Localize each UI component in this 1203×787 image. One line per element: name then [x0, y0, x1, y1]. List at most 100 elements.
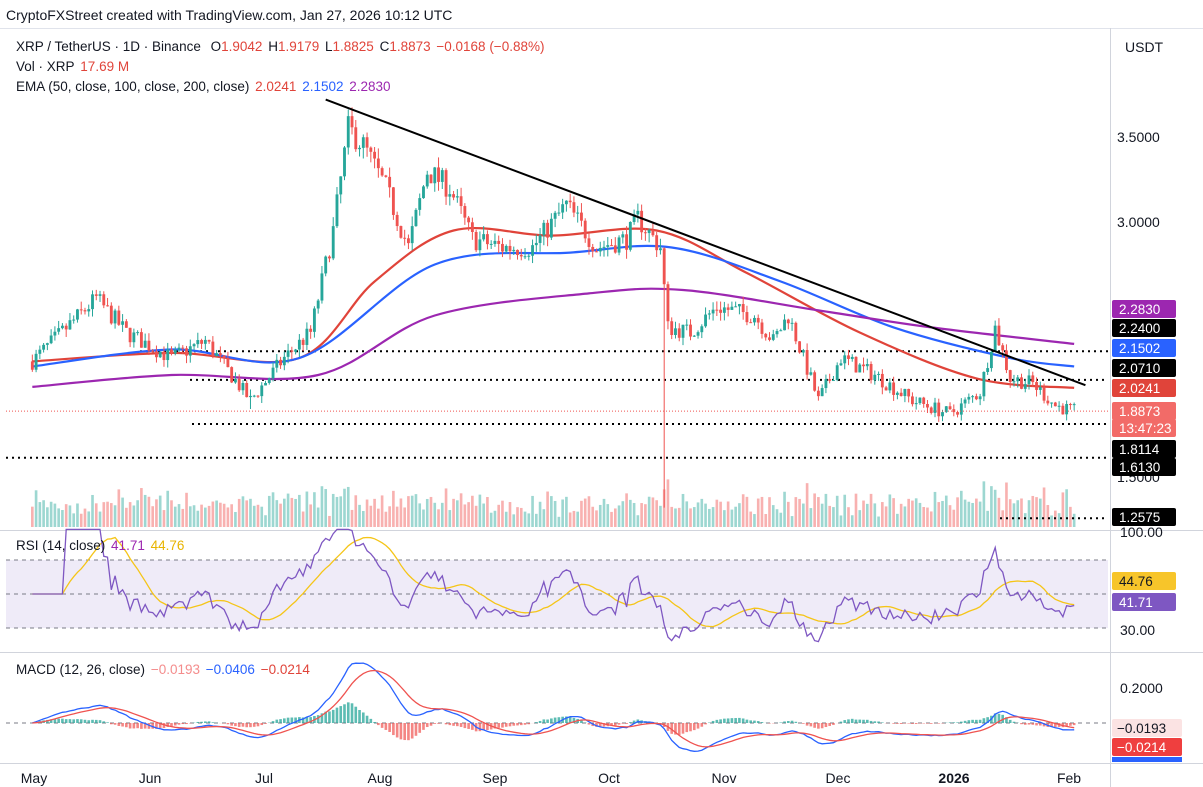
- volume-bar: [659, 505, 662, 527]
- macd-histogram-bar: [865, 719, 869, 723]
- volume-bar: [125, 507, 128, 527]
- volume-bar: [1035, 497, 1038, 527]
- volume-bar: [632, 502, 636, 527]
- price-label-box: [1112, 359, 1176, 377]
- volume-bar: [914, 498, 918, 527]
- volume-bar: [975, 498, 978, 527]
- candle-body: [971, 396, 975, 398]
- volume-bar: [561, 499, 564, 527]
- candle-body: [628, 221, 632, 250]
- candle-body: [121, 321, 125, 325]
- volume-bar: [990, 486, 993, 527]
- macd-histogram-bar: [786, 721, 790, 723]
- candle-body: [264, 382, 267, 386]
- macd-histogram-bar: [745, 719, 749, 723]
- macd-histogram-bar: [723, 718, 726, 723]
- candle-body: [79, 309, 83, 311]
- macd-label[interactable]: MACD (12, 26, close): [16, 662, 146, 677]
- candle-body: [418, 198, 422, 210]
- candle-body: [192, 344, 196, 347]
- candle-body: [576, 212, 580, 214]
- volume-bar: [677, 507, 681, 527]
- volume-bar: [824, 493, 828, 527]
- volume-bar: [166, 490, 170, 527]
- volume-bar: [106, 501, 109, 527]
- candle-body: [892, 382, 896, 395]
- price-label-text: 2.0241: [1119, 381, 1160, 396]
- macd-histogram-bar: [185, 723, 188, 725]
- rsi-label[interactable]: RSI (14, close): [16, 538, 106, 553]
- candle-body: [504, 245, 508, 252]
- candle-body: [185, 348, 188, 356]
- macd-histogram-bar: [410, 723, 414, 739]
- price-label-box: [1112, 508, 1176, 526]
- volume-bar: [72, 513, 76, 527]
- macd-histogram-bar: [162, 723, 166, 729]
- currency-label[interactable]: USDT: [1125, 39, 1164, 55]
- volume-bar: [738, 503, 741, 527]
- candle-body: [764, 333, 768, 338]
- volume-bar: [960, 490, 963, 527]
- volume-bar: [531, 495, 534, 527]
- macd-histogram-bar: [245, 723, 249, 728]
- volume-bar: [929, 511, 933, 527]
- volume-bar: [339, 496, 343, 527]
- volume-bar: [854, 493, 858, 527]
- candle-body: [636, 210, 640, 215]
- price-label-box: [1112, 300, 1176, 318]
- macd-histogram-bar: [929, 723, 933, 724]
- volume-bar: [76, 503, 79, 527]
- candle-body: [625, 234, 629, 250]
- rsi-ma-label-box: [1112, 572, 1176, 590]
- candle-body: [395, 214, 399, 227]
- volume-label[interactable]: Vol · XRP: [16, 59, 75, 74]
- macd-histogram-bar: [392, 723, 395, 736]
- macd-histogram-bar: [817, 723, 820, 729]
- volume-bar: [903, 506, 907, 527]
- macd-histogram-bar: [542, 719, 546, 723]
- macd-histogram-bar: [373, 721, 376, 723]
- macd-histogram-bar: [978, 719, 982, 723]
- volume-bar: [756, 498, 760, 527]
- volume-bar: [121, 497, 124, 527]
- candle-body: [929, 407, 933, 413]
- volume-bar: [617, 505, 621, 527]
- volume-bar: [91, 494, 94, 527]
- price-label-box: [1112, 379, 1176, 397]
- macd-histogram-bar: [602, 723, 606, 727]
- time-axis-label: Jun: [139, 770, 162, 786]
- candle-body: [1050, 402, 1054, 404]
- candle-body: [324, 256, 328, 274]
- candle-body: [57, 328, 61, 332]
- candle-body: [568, 200, 572, 203]
- macd-histogram-bar: [967, 720, 971, 723]
- macd-histogram-bar: [316, 715, 320, 723]
- candle-body: [692, 335, 696, 337]
- macd-histogram-bar: [534, 722, 538, 723]
- candle-body: [546, 222, 550, 238]
- macd-histogram-bar: [580, 720, 583, 723]
- macd-histogram-bar: [975, 719, 978, 723]
- candle-body: [241, 382, 245, 391]
- volume-bar: [1069, 506, 1072, 527]
- macd-histogram-bar: [230, 723, 233, 726]
- volume-bar: [83, 508, 87, 527]
- macd-histogram-bar: [993, 713, 997, 723]
- volume-bar: [1072, 513, 1076, 527]
- price-label-text: 2.2400: [1119, 321, 1160, 336]
- candle-body: [211, 341, 215, 357]
- rsi-value: 41.71: [111, 538, 145, 553]
- volume-bar: [429, 496, 433, 527]
- symbol-name[interactable]: XRP / TetherUS · 1D · Binance: [16, 39, 201, 54]
- candle-body: [414, 209, 418, 227]
- candle-body: [1042, 387, 1046, 401]
- macd-histogram-bar: [689, 723, 692, 732]
- macd-histogram-bar: [177, 723, 181, 725]
- candle-body: [1072, 404, 1076, 406]
- volume-bar: [655, 500, 658, 527]
- macd-histogram-bar: [553, 717, 557, 723]
- volume-bar: [670, 506, 674, 527]
- ema-label[interactable]: EMA (50, close, 100, close, 200, close): [16, 79, 250, 94]
- candle-body: [136, 332, 140, 334]
